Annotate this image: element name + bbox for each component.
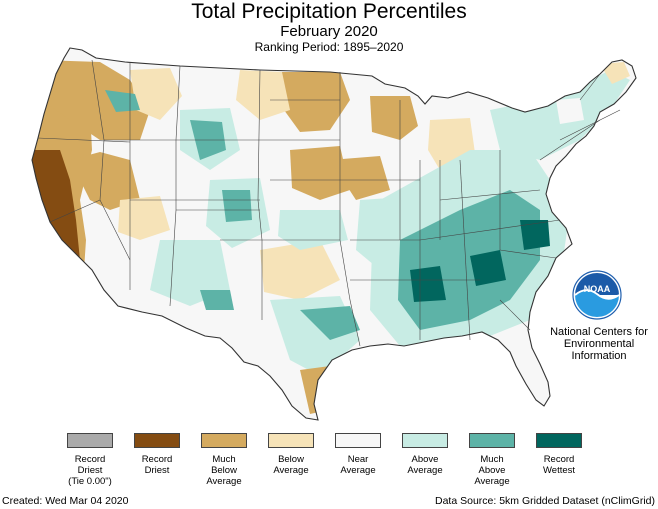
legend-label: Record Driest [141, 454, 173, 476]
created-date: Created: Wed Mar 04 2020 [2, 495, 129, 507]
legend-label: Near Average [340, 454, 376, 476]
state-borders [37, 59, 621, 347]
map-subtitle: February 2020 [280, 23, 378, 40]
precipitation-map [31, 47, 637, 421]
noaa-logo-icon: NOAA [572, 270, 622, 320]
legend-swatch [67, 433, 113, 448]
legend-item-much-above: Much Above Average [462, 433, 522, 487]
legend: Record Driest (Tie 0.00") Record Driest … [60, 433, 600, 493]
legend-label: Record Driest (Tie 0.00") [68, 454, 112, 487]
legend-label: Much Below Average [206, 454, 242, 487]
legend-item-record-wettest: Record Wettest [529, 433, 589, 476]
legend-swatch [536, 433, 582, 448]
legend-swatch [335, 433, 381, 448]
legend-swatch [201, 433, 247, 448]
legend-label: Above Average [407, 454, 443, 476]
data-source: Data Source: 5km Gridded Dataset (nClimG… [435, 495, 655, 507]
legend-swatch [402, 433, 448, 448]
legend-swatch [134, 433, 180, 448]
legend-label: Much Above Average [474, 454, 510, 487]
legend-swatch [469, 433, 515, 448]
ncei-label: National Centers for Environmental Infor… [550, 326, 648, 362]
legend-item-above: Above Average [395, 433, 455, 476]
noaa-logo-text: NOAA [584, 284, 611, 294]
legend-item-much-below: Much Below Average [194, 433, 254, 487]
map-title: Total Precipitation Percentiles [191, 0, 467, 23]
precipitation-regions [32, 60, 630, 414]
ranking-period: Ranking Period: 1895–2020 [254, 40, 404, 54]
legend-item-near: Near Average [328, 433, 388, 476]
legend-label: Below Average [273, 454, 309, 476]
legend-label: Record Wettest [542, 454, 576, 476]
legend-item-record-driest: Record Driest [127, 433, 187, 476]
legend-item-record-driest-tie: Record Driest (Tie 0.00") [60, 433, 120, 487]
legend-swatch [268, 433, 314, 448]
legend-item-below: Below Average [261, 433, 321, 476]
